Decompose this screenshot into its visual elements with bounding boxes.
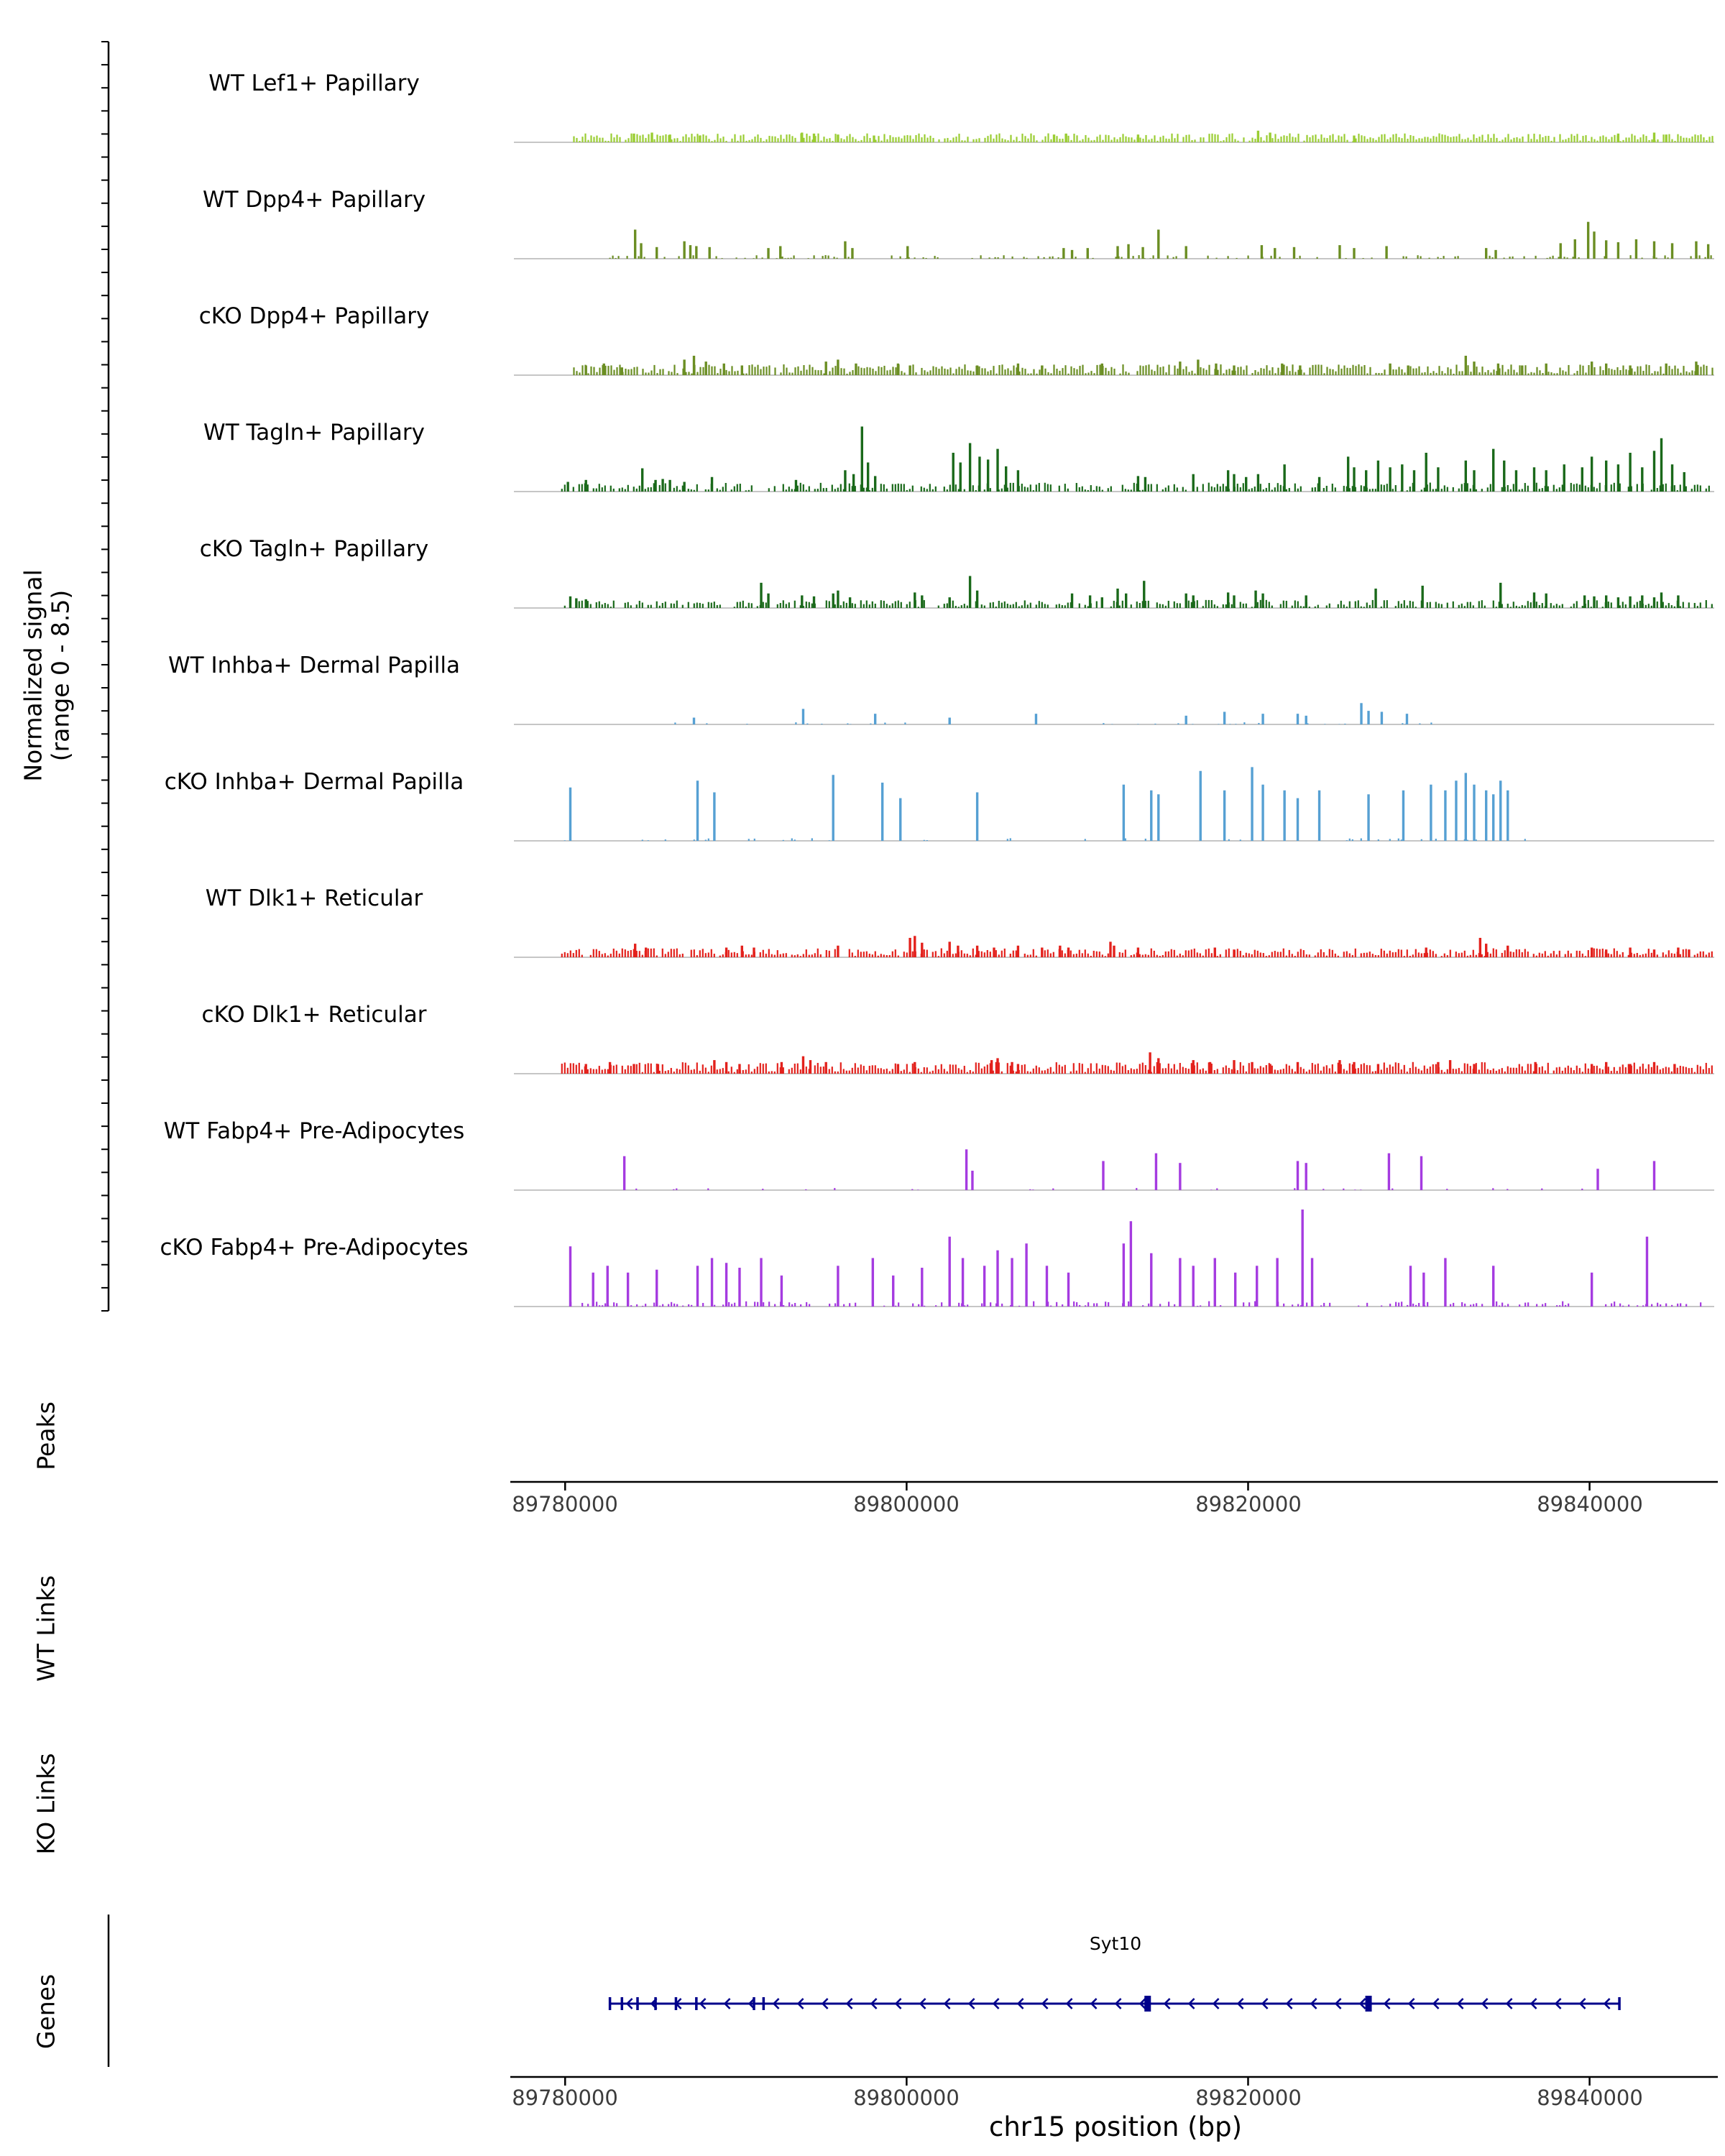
track-label-cko-fabp4: cKO Fabp4+ Pre-Adipocytes: [160, 1235, 469, 1261]
signal-track-0: [514, 130, 1714, 143]
track-label-wt-dlk1: WT Dlk1+ Reticular: [205, 885, 423, 911]
signal-track-1: [514, 221, 1714, 259]
peaks-axis-tick-3: 89820000: [1195, 1492, 1302, 1516]
track-label-wt-dpp4: WT Dpp4+ Papillary: [202, 187, 426, 213]
genes-x-axis: [510, 2076, 1718, 2086]
track-label-wt-inhba: WT Inhba+ Dermal Papilla: [168, 653, 460, 678]
genes-axis-tick-4: 89840000: [1537, 2086, 1643, 2110]
signal-track-9: [514, 1149, 1714, 1191]
gene-model-syt10: [608, 1996, 1621, 2012]
signal-y-axis: [101, 41, 110, 1312]
section-label-wt-links: WT Links: [32, 1575, 60, 1682]
peaks-axis-tick-1: 89780000: [512, 1492, 618, 1516]
signal-track-2: [514, 356, 1714, 376]
track-label-wt-tagln: WT Tagln+ Papillary: [203, 420, 425, 446]
track-label-cko-tagln: cKO Tagln+ Papillary: [199, 536, 429, 562]
signal-track-3: [514, 426, 1714, 492]
signal-track-8: [514, 1052, 1714, 1074]
signal-track-5: [514, 703, 1714, 725]
signal-track-4: [514, 576, 1714, 609]
track-label-wt-fabp4: WT Fabp4+ Pre-Adipocytes: [163, 1118, 465, 1144]
peaks-axis-tick-4: 89840000: [1537, 1492, 1643, 1516]
signal-track-6: [514, 767, 1714, 842]
y-axis-label-line1: Normalized signal: [19, 569, 47, 782]
track-label-cko-inhba: cKO Inhba+ Dermal Papilla: [164, 769, 464, 795]
signal-track-7: [514, 936, 1714, 958]
genes-axis-tick-1: 89780000: [512, 2086, 618, 2110]
x-axis-title: chr15 position (bp): [988, 2111, 1243, 2142]
track-label-cko-dpp4: cKO Dpp4+ Papillary: [198, 303, 430, 329]
section-label-ko-links: KO Links: [32, 1753, 60, 1855]
signal-track-10: [514, 1210, 1714, 1307]
y-axis-label-line2: (range 0 - 8.5): [46, 589, 75, 762]
peaks-x-axis: [510, 1480, 1718, 1491]
section-label-peaks: Peaks: [32, 1401, 60, 1470]
gene-name-syt10: Syt10: [1089, 1933, 1142, 1954]
track-label-cko-dlk1: cKO Dlk1+ Reticular: [201, 1002, 427, 1028]
track-label-wt-lef1: WT Lef1+ Papillary: [208, 70, 420, 96]
section-label-genes: Genes: [32, 1973, 60, 2050]
peaks-axis-tick-2: 89800000: [853, 1492, 960, 1516]
genes-axis-tick-2: 89800000: [853, 2086, 960, 2110]
genes-axis-tick-3: 89820000: [1195, 2086, 1302, 2110]
